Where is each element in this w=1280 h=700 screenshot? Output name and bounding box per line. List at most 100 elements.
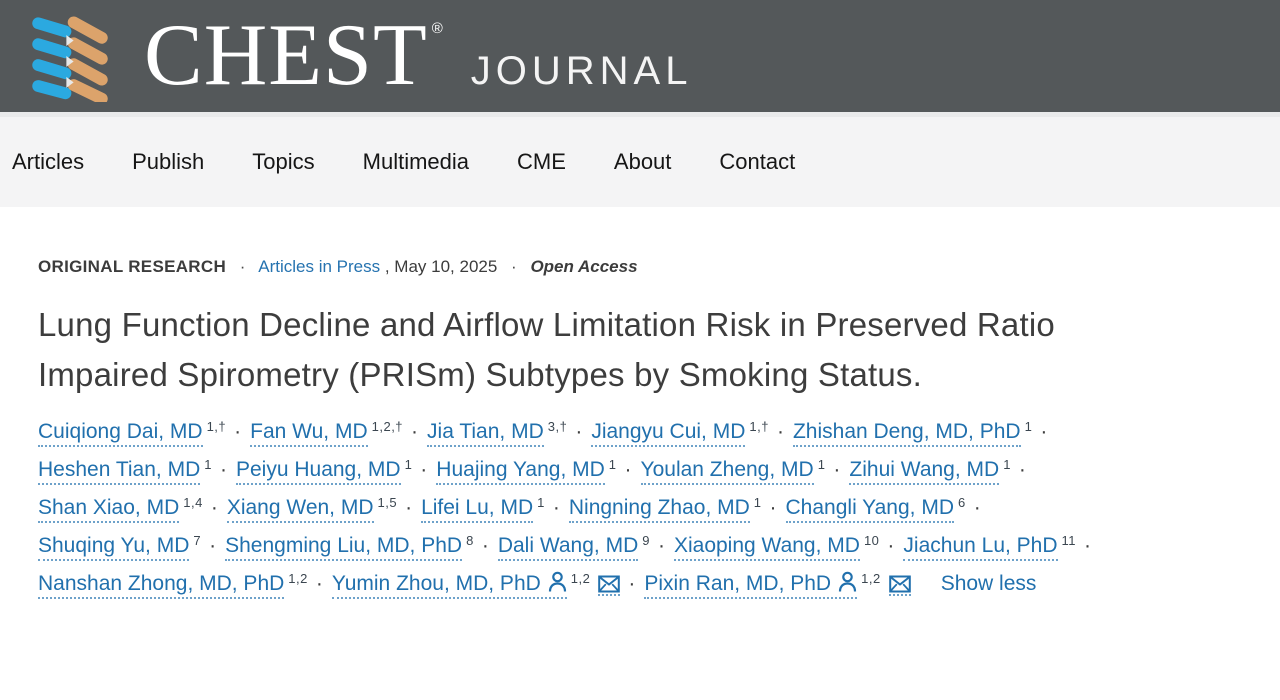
chest-ribcage-logo-icon[interactable]	[30, 10, 110, 102]
author-entry: Cuiqiong Dai, MD 1,† ·	[38, 413, 250, 451]
meta-separator: ·	[511, 257, 517, 276]
author-separator: ·	[776, 420, 784, 443]
author-separator: ·	[887, 534, 895, 557]
author-affiliation-sup: 9	[642, 533, 650, 548]
author-affiliation-sup: 1,†	[749, 419, 769, 434]
envelope-icon	[598, 575, 621, 593]
nav-item-publish[interactable]: Publish	[132, 149, 205, 174]
author-separator: ·	[575, 420, 583, 443]
nav-item-multimedia[interactable]: Multimedia	[362, 149, 470, 174]
author-entry: Shuqing Yu, MD 7 ·	[38, 527, 225, 565]
author-link[interactable]: Lifei Lu, MD	[421, 496, 534, 523]
author-separator: ·	[1084, 534, 1092, 557]
author-entry: Lifei Lu, MD 1 ·	[421, 489, 569, 527]
author-separator: ·	[209, 534, 217, 557]
author-entry: Jiachun Lu, PhD 11 ·	[903, 527, 1100, 565]
author-separator: ·	[624, 458, 632, 481]
author-affiliation-sup: 1,2	[570, 571, 591, 586]
nav-item-articles[interactable]: Articles	[12, 149, 85, 174]
author-separator: ·	[628, 572, 636, 595]
author-link[interactable]: Shuqing Yu, MD	[38, 534, 190, 561]
author-separator: ·	[411, 420, 419, 443]
author-link[interactable]: Nanshan Zhong, MD, PhD	[38, 572, 285, 599]
author-link[interactable]: Changli Yang, MD	[785, 496, 954, 523]
nav-item-contact[interactable]: Contact	[719, 149, 796, 174]
author-entry: Fan Wu, MD 1,2,† ·	[250, 413, 427, 451]
author-separator: ·	[405, 496, 413, 519]
author-entry: Yumin Zhou, MD, PhD 1,2 ·	[331, 565, 645, 603]
articles-in-press-link[interactable]: Articles in Press	[258, 257, 381, 276]
author-affiliation-sup: 10	[863, 533, 880, 548]
author-link[interactable]: Shan Xiao, MD	[38, 496, 180, 523]
author-link[interactable]: Zhishan Deng, MD, PhD	[792, 420, 1021, 447]
author-separator: ·	[219, 458, 227, 481]
author-affiliation-sup: 1	[204, 457, 212, 472]
author-link[interactable]: Youlan Zheng, MD	[640, 458, 814, 485]
author-link[interactable]: Xiang Wen, MD	[226, 496, 374, 523]
author-link[interactable]: Jiangyu Cui, MD	[591, 420, 746, 447]
author-separator: ·	[833, 458, 841, 481]
author-affiliation-sup: 1,2	[861, 571, 881, 586]
author-link[interactable]: Yumin Zhou, MD, PhD	[331, 571, 567, 599]
author-link[interactable]: Shengming Liu, MD, PhD	[225, 534, 463, 561]
author-list: Cuiqiong Dai, MD 1,† · Fan Wu, MD 1,2,† · Jia …	[38, 413, 1173, 603]
author-link[interactable]: Zihui Wang, MD	[849, 458, 1000, 485]
author-separator: ·	[210, 496, 218, 519]
email-author-link[interactable]	[888, 575, 911, 596]
author-link[interactable]: Ningning Zhao, MD	[568, 496, 750, 523]
author-separator: ·	[1018, 458, 1026, 481]
nav-item-topics[interactable]: Topics	[252, 149, 315, 174]
author-affiliation-sup: 1	[608, 457, 617, 472]
author-entry: Peiyu Huang, MD 1 ·	[235, 451, 436, 489]
author-entry: Dali Wang, MD 9 ·	[497, 527, 674, 565]
author-separator: ·	[552, 496, 560, 519]
author-separator: ·	[315, 572, 323, 595]
author-entry: Zihui Wang, MD 1 ·	[849, 451, 1035, 489]
author-affiliation-sup: 1	[1003, 457, 1011, 472]
author-affiliation-sup: 1,2,†	[371, 419, 404, 434]
author-link[interactable]: Huajing Yang, MD	[436, 458, 605, 485]
author-entry: Xiang Wen, MD 1,5 ·	[226, 489, 421, 527]
masthead: CHEST ® JOURNAL	[0, 0, 1280, 112]
author-link[interactable]: Fan Wu, MD	[250, 420, 368, 447]
author-link[interactable]: Heshen Tian, MD	[38, 458, 201, 485]
journal-brand[interactable]: CHEST ® JOURNAL	[144, 12, 692, 100]
author-entry: Xiaoping Wang, MD 10 ·	[673, 527, 903, 565]
author-affiliation-sup: 1	[404, 457, 413, 472]
envelope-icon	[888, 575, 911, 593]
author-entry: Zhishan Deng, MD, PhD 1 ·	[792, 413, 1056, 451]
article-header: ORIGINAL RESEARCH · Articles in Press , …	[0, 207, 1280, 603]
author-separator: ·	[1040, 420, 1048, 443]
author-entry: Heshen Tian, MD 1 ·	[38, 451, 236, 489]
article-title: Lung Function Decline and Airflow Limita…	[38, 306, 1055, 393]
author-link[interactable]: Xiaoping Wang, MD	[673, 534, 860, 561]
email-author-link[interactable]	[598, 575, 621, 596]
author-affiliation-sup: 1	[817, 457, 826, 472]
show-less-link[interactable]: Show less	[940, 572, 1037, 595]
person-icon	[839, 571, 857, 592]
author-link[interactable]: Jiachun Lu, PhD	[903, 534, 1058, 561]
article-category: ORIGINAL RESEARCH	[38, 257, 227, 276]
publication-date: , May 10, 2025	[384, 257, 498, 276]
author-link[interactable]: Peiyu Huang, MD	[235, 458, 401, 485]
author-link[interactable]: Pixin Ran, MD, PhD	[644, 571, 858, 599]
author-separator: ·	[769, 496, 777, 519]
article-meta: ORIGINAL RESEARCH · Articles in Press , …	[38, 257, 1242, 277]
author-affiliation-sup: 7	[193, 533, 202, 548]
author-separator: ·	[481, 534, 489, 557]
author-entry: Youlan Zheng, MD 1 ·	[640, 451, 850, 489]
nav-item-cme[interactable]: CME	[517, 149, 566, 174]
author-affiliation-sup: 11	[1061, 533, 1077, 548]
author-separator: ·	[657, 534, 665, 557]
author-link[interactable]: Dali Wang, MD	[497, 534, 639, 561]
author-affiliation-sup: 1,4	[183, 495, 203, 510]
author-link[interactable]: Jia Tian, MD	[427, 420, 544, 447]
author-entry: Nanshan Zhong, MD, PhD 1,2 ·	[38, 565, 332, 603]
author-separator: ·	[234, 420, 242, 443]
person-icon	[548, 571, 566, 592]
meta-separator: ·	[239, 257, 246, 276]
main-navigation: Articles Publish Topics Multimedia CME A…	[0, 112, 1280, 207]
author-affiliation-sup: 1,5	[377, 495, 398, 510]
author-link[interactable]: Cuiqiong Dai, MD	[38, 420, 203, 447]
nav-item-about[interactable]: About	[613, 149, 672, 174]
